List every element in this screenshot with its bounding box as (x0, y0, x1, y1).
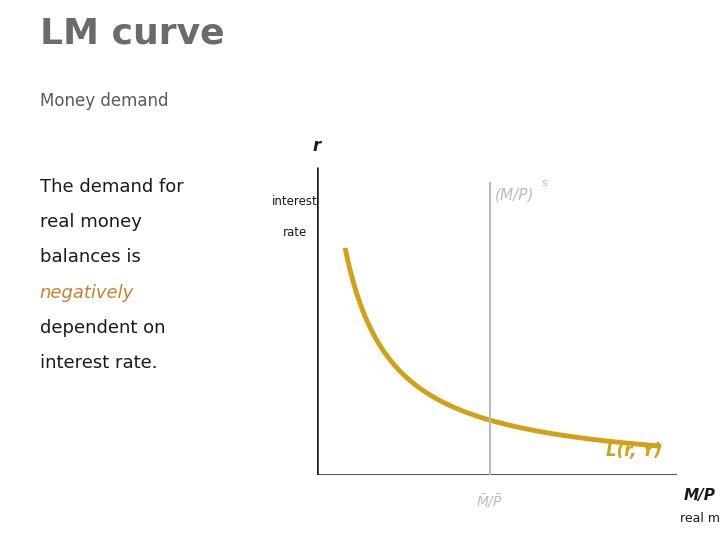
Text: interest: interest (272, 195, 318, 208)
Text: (M/P): (M/P) (495, 187, 534, 202)
Text: balances is: balances is (40, 248, 140, 266)
Text: L(r, Y): L(r, Y) (606, 442, 662, 460)
Text: M/P: M/P (684, 488, 716, 503)
Text: interest rate.: interest rate. (40, 354, 157, 372)
Text: LM curve: LM curve (40, 16, 224, 50)
Text: negatively: negatively (40, 284, 134, 301)
Text: s: s (541, 178, 547, 188)
Text: $\bar{M}$/$\bar{P}$: $\bar{M}$/$\bar{P}$ (476, 492, 503, 510)
Text: real money: real money (680, 512, 720, 525)
Text: 22: 22 (5, 124, 22, 137)
Text: Money demand: Money demand (40, 92, 168, 110)
Text: The demand for: The demand for (40, 178, 184, 196)
Text: dependent on: dependent on (40, 319, 165, 336)
Text: rate: rate (283, 226, 307, 239)
Text: real money: real money (40, 213, 141, 231)
Text: r: r (312, 137, 321, 155)
